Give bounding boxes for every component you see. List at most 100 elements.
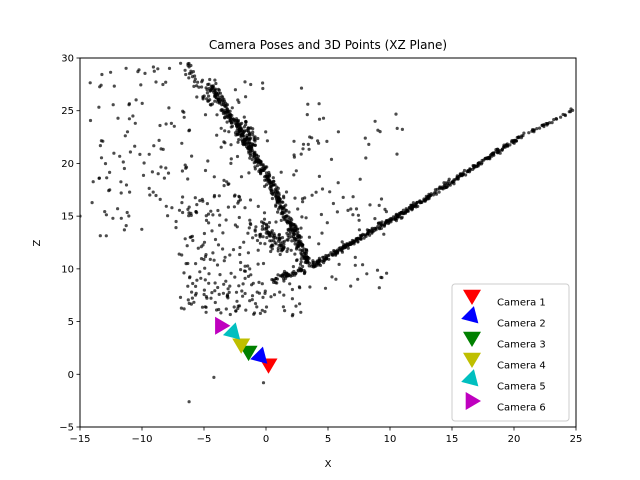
point — [304, 216, 308, 220]
point — [207, 281, 211, 285]
point — [229, 143, 233, 147]
point — [301, 243, 305, 247]
point — [195, 95, 199, 99]
point — [182, 115, 186, 119]
point — [246, 231, 250, 235]
point — [382, 232, 386, 236]
point — [263, 242, 267, 246]
point — [235, 132, 239, 136]
point — [235, 129, 239, 133]
point — [131, 114, 135, 118]
point — [299, 152, 303, 156]
point — [124, 183, 129, 187]
point — [252, 312, 256, 316]
point — [278, 238, 282, 242]
point — [164, 204, 168, 208]
point — [282, 293, 286, 297]
point — [289, 235, 294, 239]
point — [271, 192, 275, 197]
point — [211, 251, 215, 255]
y-tick-label: 15 — [61, 212, 74, 223]
legend-label: Camera 6 — [497, 403, 546, 414]
y-tick-label: 30 — [61, 54, 74, 65]
point — [152, 69, 156, 73]
point — [202, 257, 206, 262]
point — [453, 178, 457, 182]
point — [217, 97, 221, 101]
point — [139, 83, 143, 87]
point — [434, 192, 438, 196]
point — [246, 264, 250, 268]
point — [229, 157, 233, 161]
point — [253, 137, 257, 142]
point — [143, 71, 147, 75]
point — [262, 217, 267, 221]
point — [210, 86, 214, 90]
point — [288, 219, 292, 223]
point — [141, 173, 146, 177]
point — [174, 226, 178, 230]
point — [275, 185, 279, 189]
point — [238, 245, 242, 250]
point — [303, 196, 307, 200]
point — [134, 98, 138, 102]
point — [256, 248, 260, 252]
point — [247, 226, 251, 230]
point — [550, 121, 554, 125]
point — [90, 201, 94, 205]
point — [251, 281, 255, 285]
point — [322, 261, 326, 265]
point — [465, 170, 469, 174]
point — [299, 260, 303, 264]
point — [213, 300, 217, 305]
point — [283, 309, 287, 313]
point — [161, 147, 165, 151]
legend-label: Camera 3 — [497, 340, 546, 351]
point — [308, 135, 312, 139]
point — [104, 213, 108, 217]
point — [394, 112, 398, 116]
point — [382, 223, 386, 227]
point — [276, 201, 280, 205]
point — [433, 188, 437, 192]
point — [191, 238, 195, 243]
point — [243, 276, 247, 280]
point — [98, 144, 102, 148]
x-tick-label: 10 — [384, 434, 397, 445]
point — [281, 248, 285, 252]
point — [282, 218, 287, 222]
point — [201, 97, 205, 101]
point — [302, 256, 307, 260]
point — [255, 160, 259, 164]
point — [361, 232, 365, 236]
point — [291, 265, 295, 269]
point — [121, 160, 125, 164]
point — [187, 400, 191, 404]
point — [183, 68, 187, 72]
point — [254, 225, 258, 229]
point — [237, 194, 241, 198]
point — [156, 67, 160, 71]
point — [256, 262, 260, 266]
point — [197, 85, 201, 89]
point — [265, 235, 269, 240]
x-tick-label: −10 — [131, 434, 152, 445]
point — [248, 137, 252, 141]
point — [127, 102, 131, 106]
point — [219, 126, 223, 130]
point — [282, 196, 286, 200]
point — [311, 263, 315, 267]
point — [193, 196, 197, 200]
point — [282, 279, 286, 283]
point — [248, 156, 252, 160]
point — [270, 188, 274, 192]
point — [206, 212, 211, 216]
point — [287, 210, 291, 214]
point — [261, 81, 265, 85]
point — [203, 168, 208, 173]
point — [248, 198, 253, 202]
point — [379, 197, 384, 201]
point — [162, 176, 166, 180]
point — [127, 117, 131, 121]
point — [164, 80, 168, 84]
